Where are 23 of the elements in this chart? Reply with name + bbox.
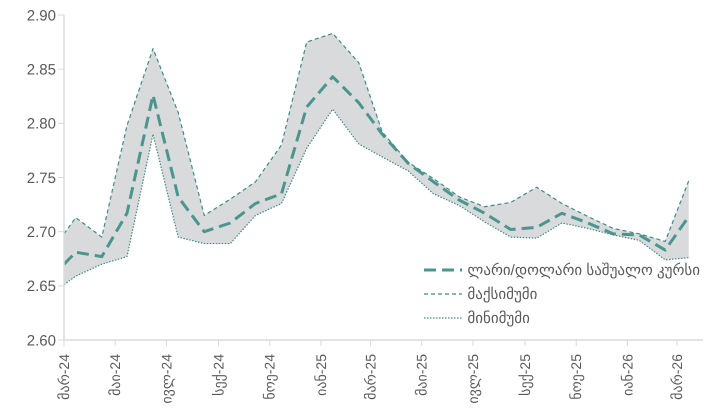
- x-tick-label: მარ-26: [668, 354, 685, 400]
- x-tick-label: ივლ-24: [158, 354, 176, 404]
- x-tick-label: ივლ-25: [464, 354, 482, 404]
- y-tick-label: 2.80: [26, 116, 56, 133]
- x-tick-label: იან-25: [312, 354, 329, 396]
- x-tick-label: სექ-24: [210, 354, 228, 396]
- x-tick-label: მაი-24: [107, 354, 124, 396]
- x-tick-label: მაი-25: [414, 354, 430, 396]
- x-tick-label: მარ-24: [56, 354, 72, 400]
- y-tick-label: 2.60: [26, 332, 56, 350]
- y-tick-label: 2.75: [26, 170, 56, 187]
- x-tick-label: იან-26: [619, 354, 636, 396]
- y-tick-label: 2.65: [26, 278, 56, 296]
- y-tick-label: 2.85: [26, 61, 56, 78]
- y-tick-label: 2.90: [26, 7, 56, 24]
- x-tick-label: ნოე-25: [568, 354, 586, 400]
- y-tick-label: 2.70: [26, 224, 56, 241]
- legend-label: მაქსიმუმი: [467, 285, 538, 303]
- legend-label: მინიმუმი: [467, 309, 530, 327]
- x-tick-label: სექ-25: [516, 354, 534, 396]
- x-tick-label: მარ-25: [362, 354, 378, 400]
- legend-label: ლარი/დოლარი საშუალო კურსი: [467, 261, 700, 279]
- x-tick-label: ნოე-24: [262, 354, 279, 400]
